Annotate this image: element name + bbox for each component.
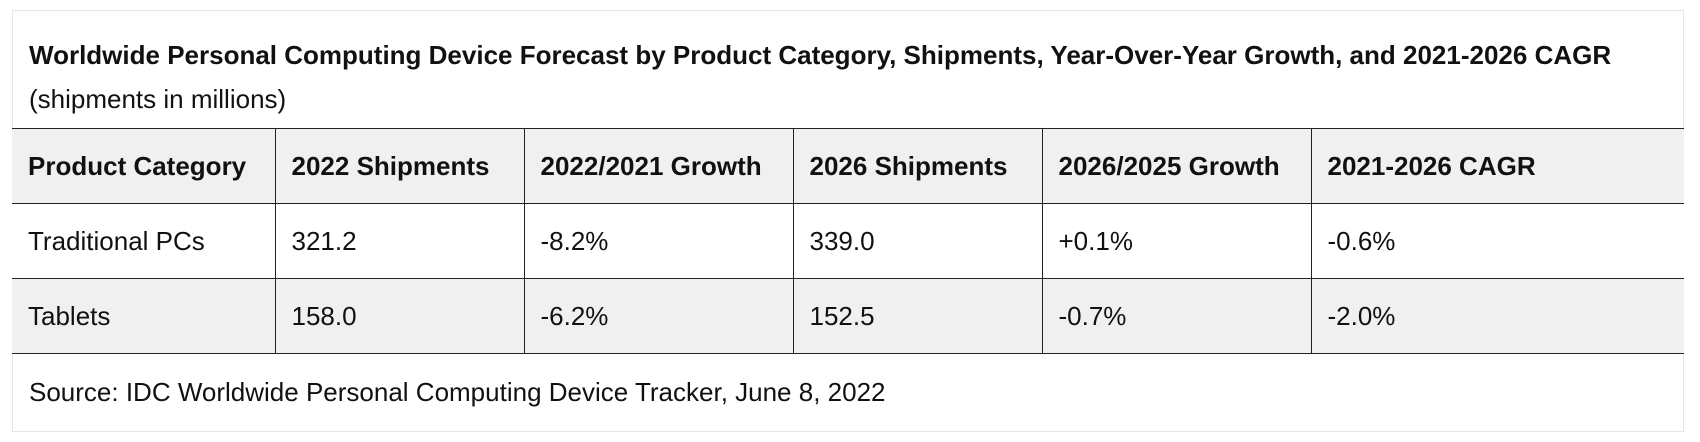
column-header-2022-2021-growth: 2022/2021 Growth [523, 128, 794, 204]
table-title: Worldwide Personal Computing Device Fore… [13, 11, 1683, 128]
column-header-product-category: Product Category [12, 128, 276, 204]
column-header-cagr: 2021-2026 CAGR [1310, 128, 1684, 204]
column-header-2026-2025-growth: 2026/2025 Growth [1041, 128, 1312, 204]
cell-product-category: Tablets [12, 278, 276, 354]
cell-2026-shipments: 152.5 [792, 278, 1043, 354]
column-header-2026-shipments: 2026 Shipments [792, 128, 1043, 204]
forecast-table: Product Category 2022 Shipments 2022/202… [12, 128, 1684, 354]
cell-2022-2021-growth: -8.2% [523, 203, 794, 279]
table-title-main: Worldwide Personal Computing Device Fore… [29, 40, 1612, 70]
cell-2026-2025-growth: -0.7% [1041, 278, 1312, 354]
table-title-units: (shipments in millions) [29, 84, 287, 114]
cell-2022-2021-growth: -6.2% [523, 278, 794, 354]
cell-cagr: -2.0% [1310, 278, 1684, 354]
cell-2022-shipments: 158.0 [274, 278, 525, 354]
cell-2026-shipments: 339.0 [792, 203, 1043, 279]
cell-2026-2025-growth: +0.1% [1041, 203, 1312, 279]
cell-cagr: -0.6% [1310, 203, 1684, 279]
table-row: Traditional PCs 321.2 -8.2% 339.0 +0.1% … [12, 203, 1684, 279]
source-note: Source: IDC Worldwide Personal Computing… [29, 377, 886, 407]
column-header-2022-shipments: 2022 Shipments [274, 128, 525, 204]
forecast-table-card: Worldwide Personal Computing Device Fore… [12, 10, 1684, 432]
cell-product-category: Traditional PCs [12, 203, 276, 279]
table-header-row: Product Category 2022 Shipments 2022/202… [12, 128, 1684, 204]
cell-2022-shipments: 321.2 [274, 203, 525, 279]
table-row: Tablets 158.0 -6.2% 152.5 -0.7% -2.0% [12, 278, 1684, 354]
